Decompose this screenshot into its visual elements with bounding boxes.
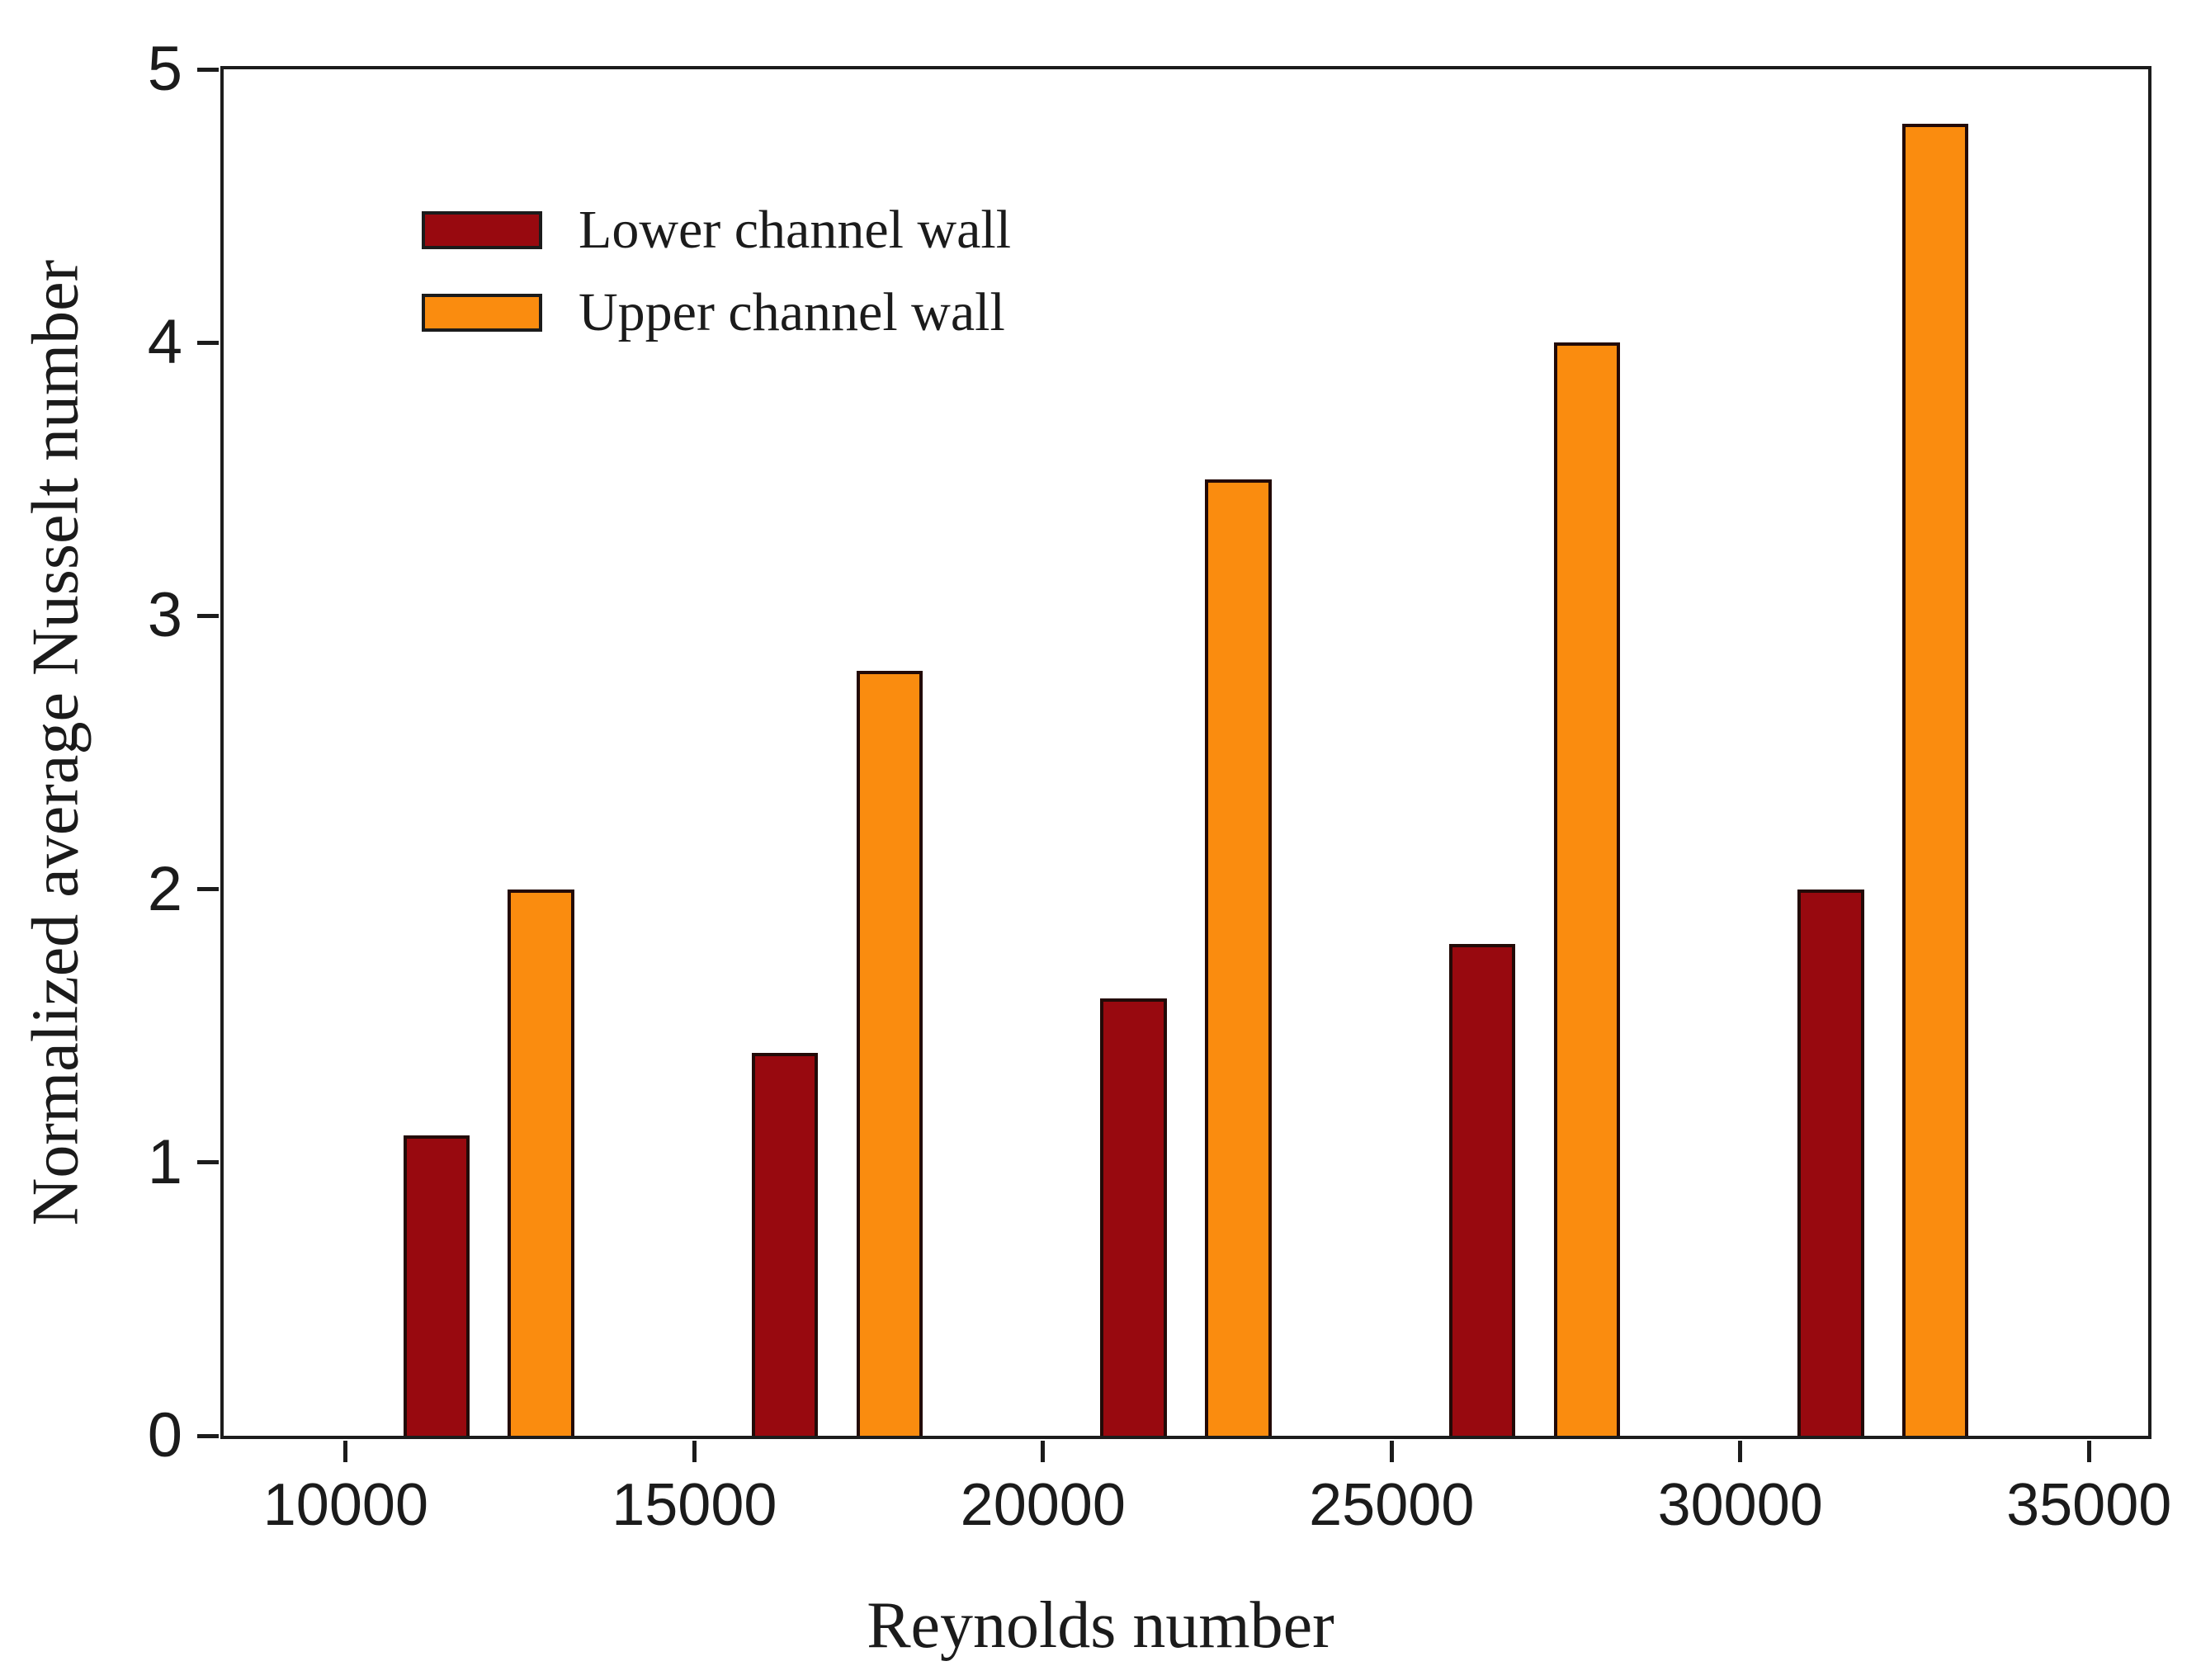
y-tick-label: 3 — [147, 580, 182, 651]
y-tick-label: 2 — [147, 853, 182, 924]
legend-swatch-upper-channel-wall — [422, 294, 542, 332]
bar-upper-channel-wall — [856, 670, 923, 1436]
legend-label-lower-channel-wall: Lower channel wall — [579, 200, 1012, 260]
plot-area: 10000 15000 20000 25000 30000 35000 0 1 2 3 4 5 Low… — [148, 38, 2172, 1536]
x-tick-label: 25000 — [1309, 1472, 1475, 1538]
y-tick-label: 0 — [147, 1400, 182, 1470]
x-tick-label: 20000 — [960, 1472, 1126, 1538]
y-tick — [197, 1160, 219, 1165]
x-tick — [343, 1441, 348, 1462]
x-tick — [2086, 1441, 2091, 1462]
x-axis-title: Reynolds number — [867, 1589, 1334, 1662]
bar-lower-channel-wall — [1797, 889, 1864, 1436]
x-tick-label: 15000 — [612, 1472, 777, 1538]
x-tick-label: 30000 — [1657, 1472, 1823, 1538]
bar-lower-channel-wall — [1448, 943, 1516, 1436]
y-tick-label: 4 — [147, 307, 182, 378]
legend-item-lower-channel-wall: Lower channel wall — [422, 203, 1011, 257]
x-tick — [1041, 1441, 1046, 1462]
y-tick — [197, 67, 219, 72]
legend-label-upper-channel-wall: Upper channel wall — [579, 282, 1005, 342]
y-tick — [197, 340, 219, 345]
bar-upper-channel-wall — [1902, 124, 1969, 1436]
y-tick — [197, 613, 219, 618]
x-tick — [1738, 1441, 1743, 1462]
y-tick — [197, 1433, 219, 1438]
x-tick-label: 10000 — [262, 1472, 428, 1538]
legend-item-upper-channel-wall: Upper channel wall — [422, 286, 1011, 340]
y-axis-title-text: Normalized average Nusselt number — [19, 259, 92, 1226]
legend-swatch-lower-channel-wall — [422, 211, 542, 249]
y-tick-label: 1 — [147, 1126, 182, 1197]
legend: Lower channel wall Upper channel wall — [422, 203, 1011, 340]
bar-upper-channel-wall — [1553, 342, 1620, 1436]
bar-lower-channel-wall — [403, 1135, 470, 1436]
bar-lower-channel-wall — [1100, 998, 1167, 1436]
y-tick-label: 5 — [147, 34, 182, 104]
bar-lower-channel-wall — [752, 1053, 819, 1436]
bar-upper-channel-wall — [1205, 479, 1272, 1436]
x-tick — [692, 1441, 697, 1462]
x-tick — [1389, 1441, 1394, 1462]
x-tick-label: 35000 — [2006, 1472, 2172, 1538]
y-tick — [197, 887, 219, 892]
bar-upper-channel-wall — [508, 889, 574, 1436]
